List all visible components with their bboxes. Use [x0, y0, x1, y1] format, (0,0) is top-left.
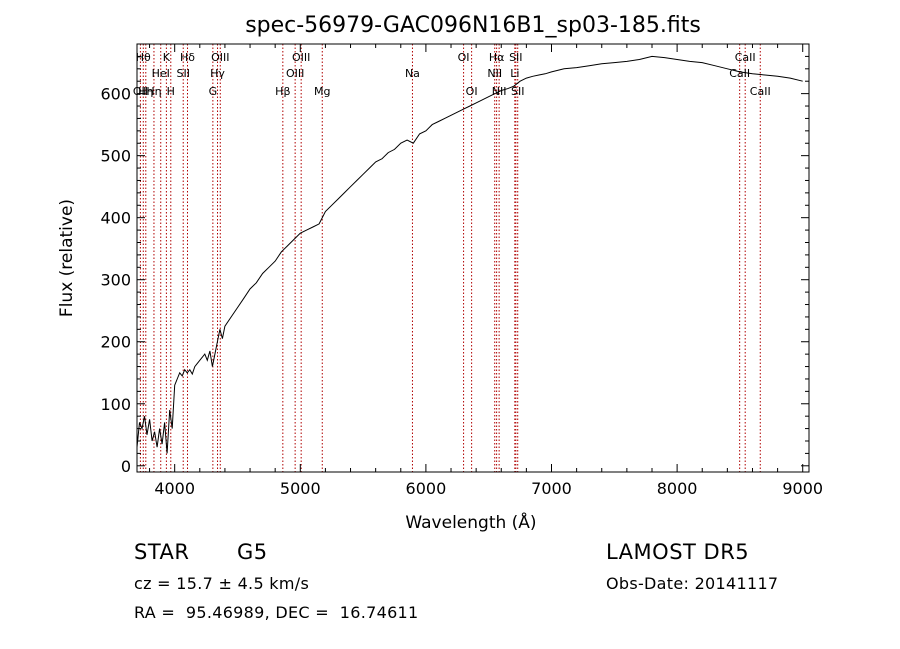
object-class: STAR [134, 540, 190, 564]
line-labels: OIIHθHηHηHeIKHSIIHδGHγOIIIHβOIIIOIIIMgNa… [133, 51, 771, 98]
x-tick-label-3: 7000 [531, 479, 572, 498]
line-label-8: Hδ [180, 51, 195, 64]
x-axis-label: Wavelength (Å) [405, 511, 536, 533]
y-tick-label-4: 400 [100, 209, 131, 228]
x-axis: 4000 5000 6000 7000 8000 9000 [149, 44, 823, 498]
y-axis-label: Flux (relative) [57, 199, 77, 317]
chart-title: spec-56979-GAC096N16B1_sp03-185.fits [245, 13, 701, 38]
line-label-12: Hβ [275, 85, 290, 98]
y-tick-label-6: 600 [100, 85, 131, 104]
emission-lines [139, 44, 761, 472]
line-label-22: Li [510, 67, 519, 80]
spectrum-line-0 [136, 55, 803, 454]
line-label-4: HeI [152, 67, 170, 80]
line-label-10: Hγ [210, 67, 225, 80]
line-label-9: G [209, 85, 218, 98]
y-tick-label-5: 500 [100, 147, 131, 166]
x-tick-label-5: 9000 [782, 479, 823, 498]
survey-name: LAMOST DR5 [606, 540, 750, 564]
y-axis: 0 100 200 300 400 500 600 [100, 55, 809, 476]
y-tick-label-2: 200 [100, 333, 131, 352]
x-tick-label-2: 6000 [406, 479, 447, 498]
x-tick-label-1: 5000 [280, 479, 321, 498]
plot-frame [136, 43, 810, 473]
line-label-23: SII [509, 51, 522, 64]
line-label-16: Na [405, 67, 420, 80]
coordinates: RA = 95.46989, DEC = 16.74611 [134, 603, 419, 622]
line-label-13: OIII [286, 67, 304, 80]
line-label-20: Hα [489, 51, 505, 64]
line-label-1: Hθ [136, 51, 151, 64]
line-label-26: CaII [735, 51, 756, 64]
line-label-27: CaII [750, 85, 771, 98]
object-subclass: G5 [237, 540, 268, 564]
line-label-17: OI [458, 51, 470, 64]
line-label-5: K [163, 51, 171, 64]
spectrum-series [136, 55, 803, 454]
line-label-24: SII [511, 85, 524, 98]
line-label-15: Mg [314, 85, 330, 98]
line-label-19: NII [487, 67, 502, 80]
redshift-value: cz = 15.7 ± 4.5 km/s [134, 574, 310, 593]
y-tick-label-0: 0 [121, 457, 131, 476]
line-label-3: Hη [146, 85, 161, 98]
line-label-11: OIII [211, 51, 229, 64]
line-label-14: OIII [292, 51, 310, 64]
x-tick-label-4: 8000 [657, 479, 698, 498]
x-tick-label-0: 4000 [154, 479, 195, 498]
y-tick-label-3: 300 [100, 271, 131, 290]
line-label-25: CaII [729, 67, 750, 80]
y-tick-label-1: 100 [100, 395, 131, 414]
obs-date: Obs-Date: 20141117 [606, 574, 779, 593]
line-label-6: H [167, 85, 175, 98]
line-label-7: SII [176, 67, 189, 80]
line-label-2: Hη [138, 85, 153, 98]
line-label-18: OI [466, 85, 478, 98]
